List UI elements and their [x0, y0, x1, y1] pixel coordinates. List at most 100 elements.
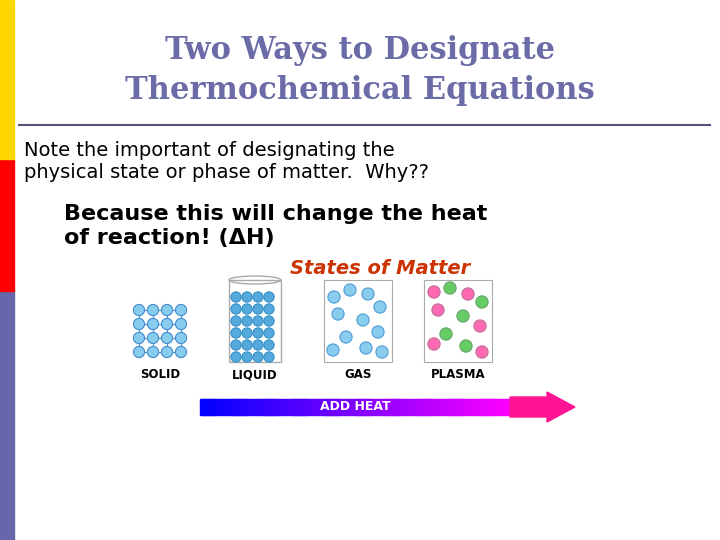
Bar	[431, 399, 434, 415]
Circle shape	[161, 305, 173, 315]
Bar	[276, 399, 279, 415]
Bar	[279, 399, 281, 415]
Bar	[215, 399, 217, 415]
Bar	[324, 280, 392, 362]
Bar	[493, 399, 496, 415]
Bar	[204, 399, 207, 415]
Bar	[274, 399, 277, 415]
Circle shape	[133, 333, 145, 343]
Bar	[310, 399, 312, 415]
Text: physical state or phase of matter.  Why??: physical state or phase of matter. Why??	[24, 163, 429, 181]
Bar	[426, 399, 428, 415]
Bar	[222, 399, 225, 415]
Bar	[423, 399, 426, 415]
Bar	[318, 399, 320, 415]
Circle shape	[253, 304, 263, 314]
Bar	[367, 399, 370, 415]
Circle shape	[340, 331, 352, 343]
Bar	[256, 399, 258, 415]
FancyArrow shape	[510, 392, 575, 422]
Circle shape	[133, 319, 145, 329]
Bar	[491, 399, 494, 415]
Circle shape	[460, 340, 472, 352]
Bar	[395, 399, 397, 415]
Bar	[268, 399, 271, 415]
Bar	[506, 399, 508, 415]
Bar	[322, 399, 325, 415]
Circle shape	[253, 352, 263, 362]
Bar	[498, 399, 500, 415]
Bar	[225, 399, 228, 415]
Bar	[312, 399, 314, 415]
Bar	[289, 399, 292, 415]
Bar	[424, 280, 492, 362]
Bar	[320, 399, 323, 415]
Bar	[409, 399, 411, 415]
Bar	[303, 399, 306, 415]
Bar	[386, 399, 389, 415]
Bar	[411, 399, 413, 415]
Bar	[380, 399, 382, 415]
Bar	[295, 399, 297, 415]
Circle shape	[476, 296, 488, 308]
Circle shape	[231, 352, 241, 362]
Text: Thermochemical Equations: Thermochemical Equations	[125, 75, 595, 105]
Bar	[229, 399, 232, 415]
Bar	[212, 399, 215, 415]
Bar	[258, 399, 261, 415]
Bar	[460, 399, 463, 415]
Text: States of Matter: States of Matter	[290, 259, 470, 278]
Bar	[353, 399, 356, 415]
Circle shape	[176, 319, 186, 329]
Circle shape	[148, 347, 158, 357]
Bar	[500, 399, 503, 415]
Bar	[287, 399, 289, 415]
Bar	[438, 399, 440, 415]
Circle shape	[328, 291, 340, 303]
Text: of reaction! (ΔH): of reaction! (ΔH)	[64, 228, 274, 248]
Bar	[357, 399, 359, 415]
Bar	[250, 399, 252, 415]
Bar	[413, 399, 415, 415]
Circle shape	[253, 328, 263, 338]
Bar	[479, 399, 482, 415]
Circle shape	[231, 316, 241, 326]
Bar	[219, 399, 221, 415]
Circle shape	[264, 316, 274, 326]
Circle shape	[242, 316, 252, 326]
Bar	[483, 399, 486, 415]
Bar	[469, 399, 471, 415]
Circle shape	[440, 328, 452, 340]
Circle shape	[231, 328, 241, 338]
Bar	[442, 399, 444, 415]
Bar	[448, 399, 451, 415]
Bar	[345, 399, 347, 415]
Bar	[229, 280, 281, 362]
Circle shape	[362, 288, 374, 300]
Bar	[374, 399, 376, 415]
Bar	[415, 399, 418, 415]
Circle shape	[432, 304, 444, 316]
Bar	[334, 399, 337, 415]
Bar	[388, 399, 391, 415]
Bar	[241, 399, 244, 415]
Bar	[283, 399, 285, 415]
Bar	[464, 399, 467, 415]
Bar	[392, 399, 395, 415]
Circle shape	[372, 326, 384, 338]
Text: Because this will change the heat: Because this will change the heat	[64, 204, 487, 224]
Bar	[217, 399, 219, 415]
Bar	[0, 159, 14, 291]
Bar	[487, 399, 490, 415]
Circle shape	[176, 333, 186, 343]
Bar	[384, 399, 387, 415]
Circle shape	[148, 305, 158, 315]
Bar	[0, 0, 14, 159]
Bar	[270, 399, 273, 415]
Bar	[202, 399, 204, 415]
Bar	[237, 399, 240, 415]
Bar	[398, 399, 401, 415]
Bar	[369, 399, 372, 415]
Bar	[291, 399, 294, 415]
Text: PLASMA: PLASMA	[431, 368, 485, 381]
